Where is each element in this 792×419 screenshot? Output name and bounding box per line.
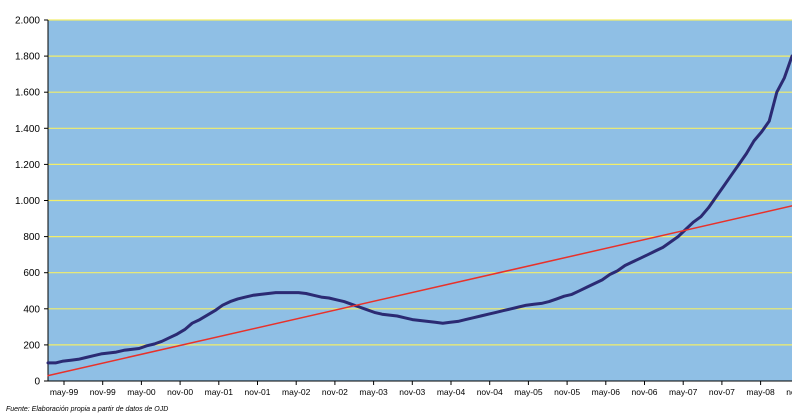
- x-tick-label: may-03: [359, 387, 388, 397]
- y-tick-label: 1.200: [15, 160, 40, 171]
- x-tick-label: may-04: [437, 387, 466, 397]
- source-note: Fuente: Elaboración propia a partir de d…: [6, 406, 169, 413]
- x-tick-label: nov-05: [554, 387, 580, 397]
- x-tick-label: may-06: [592, 387, 621, 397]
- y-tick-label: 400: [23, 304, 40, 315]
- y-tick-label: 0: [34, 377, 40, 388]
- y-tick-label: 1.000: [15, 196, 40, 207]
- y-axis-ticks: 0 200 400 600 800 1.000 1.200 1.400 1.600 1.800 2.…: [15, 16, 48, 388]
- x-tick-label: may-02: [282, 387, 311, 397]
- line-chart: 0 200 400 600 800 1.000 1.200 1.400 1.600 1.800 2.…: [15, 16, 792, 397]
- x-tick-label: nov-03: [399, 387, 425, 397]
- y-tick-label: 600: [23, 268, 40, 279]
- x-tick-label: may-07: [669, 387, 698, 397]
- x-tick-label: nov-08: [786, 387, 792, 397]
- y-tick-label: 1.400: [15, 124, 40, 135]
- series-lines: [46, 54, 792, 377]
- y-tick-label: 1.600: [15, 88, 40, 99]
- y-tick-label: 200: [23, 340, 40, 351]
- gridlines: [48, 19, 792, 346]
- x-axis-ticks: may-99 nov-99 may-00 nov-00 may-01 nov-01 may-…: [50, 381, 792, 397]
- y-tick-label: 1.800: [15, 52, 40, 63]
- x-tick-label: nov-99: [90, 387, 116, 397]
- x-tick-label: may-08: [746, 387, 775, 397]
- x-tick-label: nov-02: [322, 387, 348, 397]
- x-tick-label: nov-06: [632, 387, 658, 397]
- series-line: [46, 54, 792, 365]
- x-tick-label: nov-04: [477, 387, 503, 397]
- x-tick-label: nov-01: [245, 387, 271, 397]
- x-tick-label: nov-00: [167, 387, 193, 397]
- x-tick-label: may-99: [50, 387, 79, 397]
- x-tick-label: may-01: [205, 387, 234, 397]
- y-tick-label: 800: [23, 232, 40, 243]
- x-tick-label: may-00: [127, 387, 156, 397]
- trend-line: [47, 205, 792, 377]
- y-tick-label: 2.000: [15, 16, 40, 27]
- x-tick-label: may-05: [514, 387, 543, 397]
- x-tick-label: nov-07: [709, 387, 735, 397]
